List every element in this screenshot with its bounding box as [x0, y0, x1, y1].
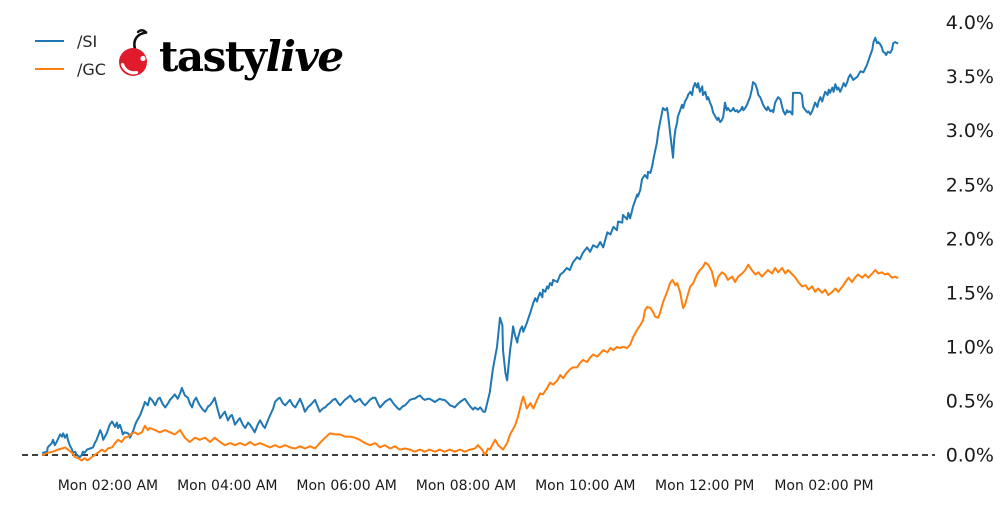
- logo-wordmark: tastylive: [159, 32, 345, 81]
- cherry-shine-dot: [140, 55, 146, 62]
- cherry-stem: [133, 31, 148, 51]
- cherry-smile: [120, 62, 139, 75]
- x-tick-label-1: Mon 04:00 AM: [177, 478, 277, 494]
- legend-label: /SI: [77, 31, 98, 51]
- legend-item-si: /SI: [35, 27, 106, 55]
- legend: /SI/GC: [35, 27, 106, 83]
- legend-item-gc: /GC: [35, 55, 106, 83]
- cherry-stem-curl: [136, 29, 148, 34]
- y-tick-label-1: 0.5%: [946, 390, 994, 412]
- series-line-gc: [41, 261, 899, 462]
- x-tick-label-5: Mon 12:00 PM: [655, 478, 754, 494]
- y-tick-label-3: 1.5%: [946, 282, 994, 304]
- x-tick-label-4: Mon 10:00 AM: [535, 478, 635, 494]
- tastylive-logo: tastylive: [116, 26, 345, 81]
- x-tick-label-0: Mon 02:00 AM: [58, 478, 158, 494]
- y-tick-label-6: 3.0%: [946, 120, 994, 142]
- y-tick-label-5: 2.5%: [946, 174, 994, 196]
- series-line-si: [41, 36, 899, 459]
- y-tick-label-0: 0.0%: [946, 445, 994, 467]
- y-tick-label-8: 4.0%: [946, 12, 994, 34]
- logo-word-tasty: tasty: [159, 32, 267, 81]
- y-tick-label-2: 1.0%: [946, 336, 994, 358]
- x-tick-label-6: Mon 02:00 PM: [774, 478, 873, 494]
- legend-line-swatch: [35, 40, 64, 42]
- legend-line-swatch: [35, 68, 64, 70]
- cherry-icon: [119, 29, 148, 76]
- x-tick-label-3: Mon 08:00 AM: [416, 478, 516, 494]
- y-tick-label-7: 3.5%: [946, 66, 994, 88]
- x-tick-label-2: Mon 06:00 AM: [296, 478, 396, 494]
- y-tick-label-4: 2.0%: [946, 228, 994, 250]
- legend-label: /GC: [77, 59, 106, 79]
- logo-word-live: live: [265, 32, 345, 81]
